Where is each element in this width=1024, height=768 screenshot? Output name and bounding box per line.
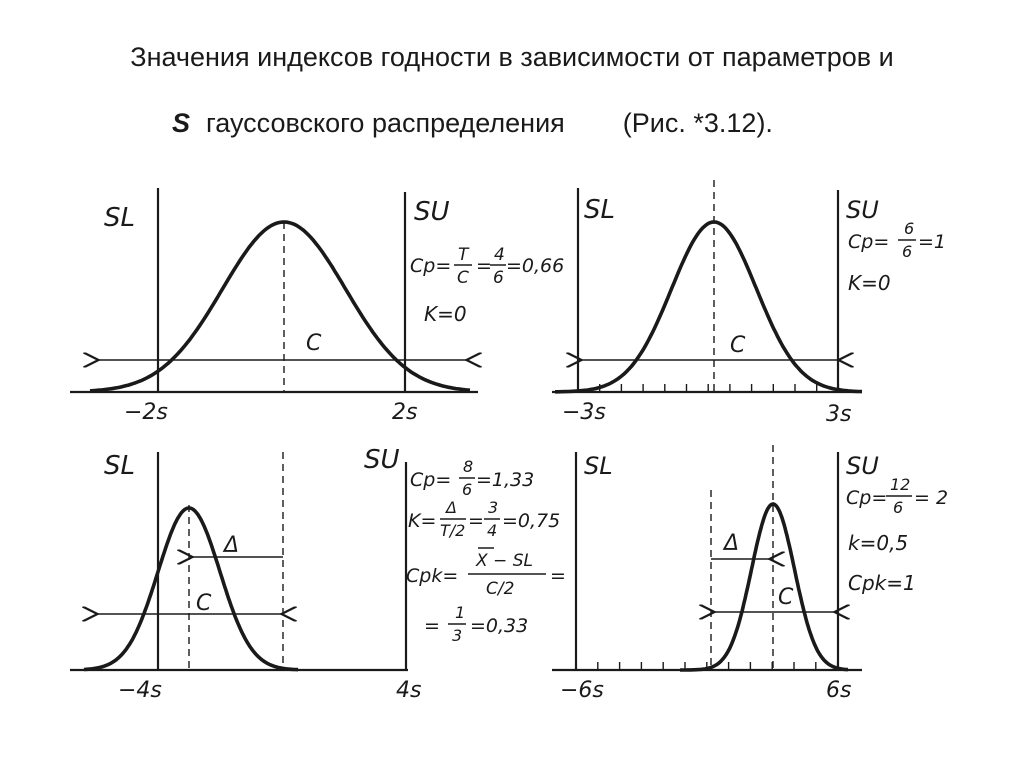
p1-sl-label: SL: [104, 203, 135, 233]
p3-sl-label: SL: [104, 451, 135, 481]
p4-delta-label: Δ: [722, 531, 739, 556]
p1-cp-rhs: =0,66: [506, 255, 564, 277]
p2-cp-rhs: =1: [918, 231, 946, 253]
p4-ticks: [575, 662, 839, 670]
p3-k-formula: K= Δ T/2 = 3 4 =0,75: [408, 498, 560, 540]
p3-cpk-den: C/2: [486, 579, 514, 599]
figure-reference: (Рис. *3.12).: [622, 108, 773, 138]
p1-tick-left: −2s: [124, 400, 168, 425]
p3-k-den2: 4: [487, 521, 497, 540]
p3-gauss-curve: [83, 506, 299, 672]
p2-frac-den: 6: [902, 242, 912, 261]
p4-su-label: SU: [846, 452, 879, 480]
p3-cp-lhs: Cp=: [410, 469, 451, 491]
p3-cp-num: 8: [463, 457, 473, 476]
title-symbol-s: S: [172, 108, 191, 138]
panel-1: SL SU Cp= T C = 4 6 =0,66 K=0 C −2s 2s: [70, 188, 564, 425]
p3-k-den: T/2: [440, 521, 465, 540]
p3-cpk-lhs: Cpk=: [406, 565, 458, 587]
p2-cp-formula: Cp= 6 6 =1: [848, 219, 946, 261]
p1-frac-t: T: [458, 245, 470, 265]
p4-tick-right: 6s: [826, 678, 851, 703]
p2-gauss-curve: [555, 220, 863, 394]
p3-cpk-num: X − SL: [475, 551, 533, 571]
p2-c-label: C: [730, 333, 746, 358]
p4-cp-formula: Cp= 12 6 = 2: [846, 475, 948, 517]
p3-cpk2-lhs: =: [424, 615, 440, 637]
p3-tick-right: 4s: [396, 678, 421, 703]
p4-sl-label: SL: [584, 452, 613, 480]
p3-delta-label: Δ: [222, 533, 239, 558]
p3-cp-rhs: =1,33: [476, 469, 534, 491]
p3-cpk-eq: =: [550, 565, 566, 587]
p3-k-eq: =: [468, 510, 484, 532]
panel-4: SL SU Cp= 12 6 = 2 k=0,5 Cpk=1 Δ C −6s 6…: [552, 445, 948, 703]
p3-k-num2: 3: [488, 498, 498, 517]
p2-ticks: [577, 384, 840, 392]
p4-c-label: C: [778, 585, 794, 610]
p3-cpk2-num: 1: [455, 603, 465, 622]
p3-cpk2-den: 3: [452, 626, 462, 645]
panel-3: SL SU Δ C Cp= 8 6 =1,33 K= Δ T/2 = 3 4 =…: [70, 445, 566, 703]
p3-su-label: SU: [364, 445, 400, 475]
p1-tick-right: 2s: [392, 400, 417, 425]
p2-sl-label: SL: [584, 195, 615, 225]
p2-cp-lhs: Cp=: [848, 231, 889, 253]
p3-tick-left: −4s: [118, 678, 162, 703]
p4-k-value: k=0,5: [848, 531, 908, 555]
p2-tick-right: 3s: [826, 402, 851, 427]
p3-k-num: Δ: [444, 498, 457, 517]
p1-frac-4: 4: [494, 245, 505, 265]
p4-cp-num: 12: [890, 475, 910, 494]
p4-cpk-value: Cpk=1: [848, 571, 916, 595]
p4-tick-left: −6s: [560, 678, 604, 703]
p3-k-lhs: K=: [408, 510, 436, 532]
title-text: гауссовского распределения: [206, 108, 565, 138]
p1-eq: =: [476, 255, 492, 277]
p1-frac-6: 6: [493, 268, 504, 288]
p1-c-label: C: [306, 331, 322, 356]
p4-cp-den: 6: [893, 498, 903, 517]
p2-su-label: SU: [846, 196, 879, 224]
p1-frac-c: C: [457, 268, 469, 288]
p3-cp-den: 6: [462, 480, 472, 499]
p3-cpk-formula: Cpk= X − SL C/2 = = 1 3 =0,33: [406, 547, 566, 645]
p3-cpk2-rhs: =0,33: [470, 615, 528, 637]
p2-frac-num: 6: [904, 219, 914, 238]
p3-cp-formula: Cp= 8 6 =1,33: [410, 457, 534, 499]
p1-gauss-curve: [89, 220, 471, 393]
p1-cp-formula: Cp= T C = 4 6 =0,66: [410, 245, 564, 288]
p3-c-label: C: [196, 591, 212, 616]
p2-tick-left: −3s: [562, 400, 606, 425]
p1-k-value: K=0: [424, 302, 467, 326]
p1-su-label: SU: [414, 197, 450, 227]
panel-2: SL SU Cp= 6 6 =1 K=0 C −3s 3s: [552, 180, 946, 427]
p4-gauss-curve: [680, 502, 848, 672]
p4-cp-rhs: = 2: [914, 487, 948, 509]
p1-cp-lhs: Cp=: [410, 255, 451, 277]
p4-cp-lhs: Cp=: [846, 487, 887, 509]
slide-title-line-1: Значения индексов годности в зависимости…: [130, 42, 894, 72]
p3-k-rhs: =0,75: [502, 510, 560, 532]
p2-k-value: K=0: [848, 271, 891, 295]
